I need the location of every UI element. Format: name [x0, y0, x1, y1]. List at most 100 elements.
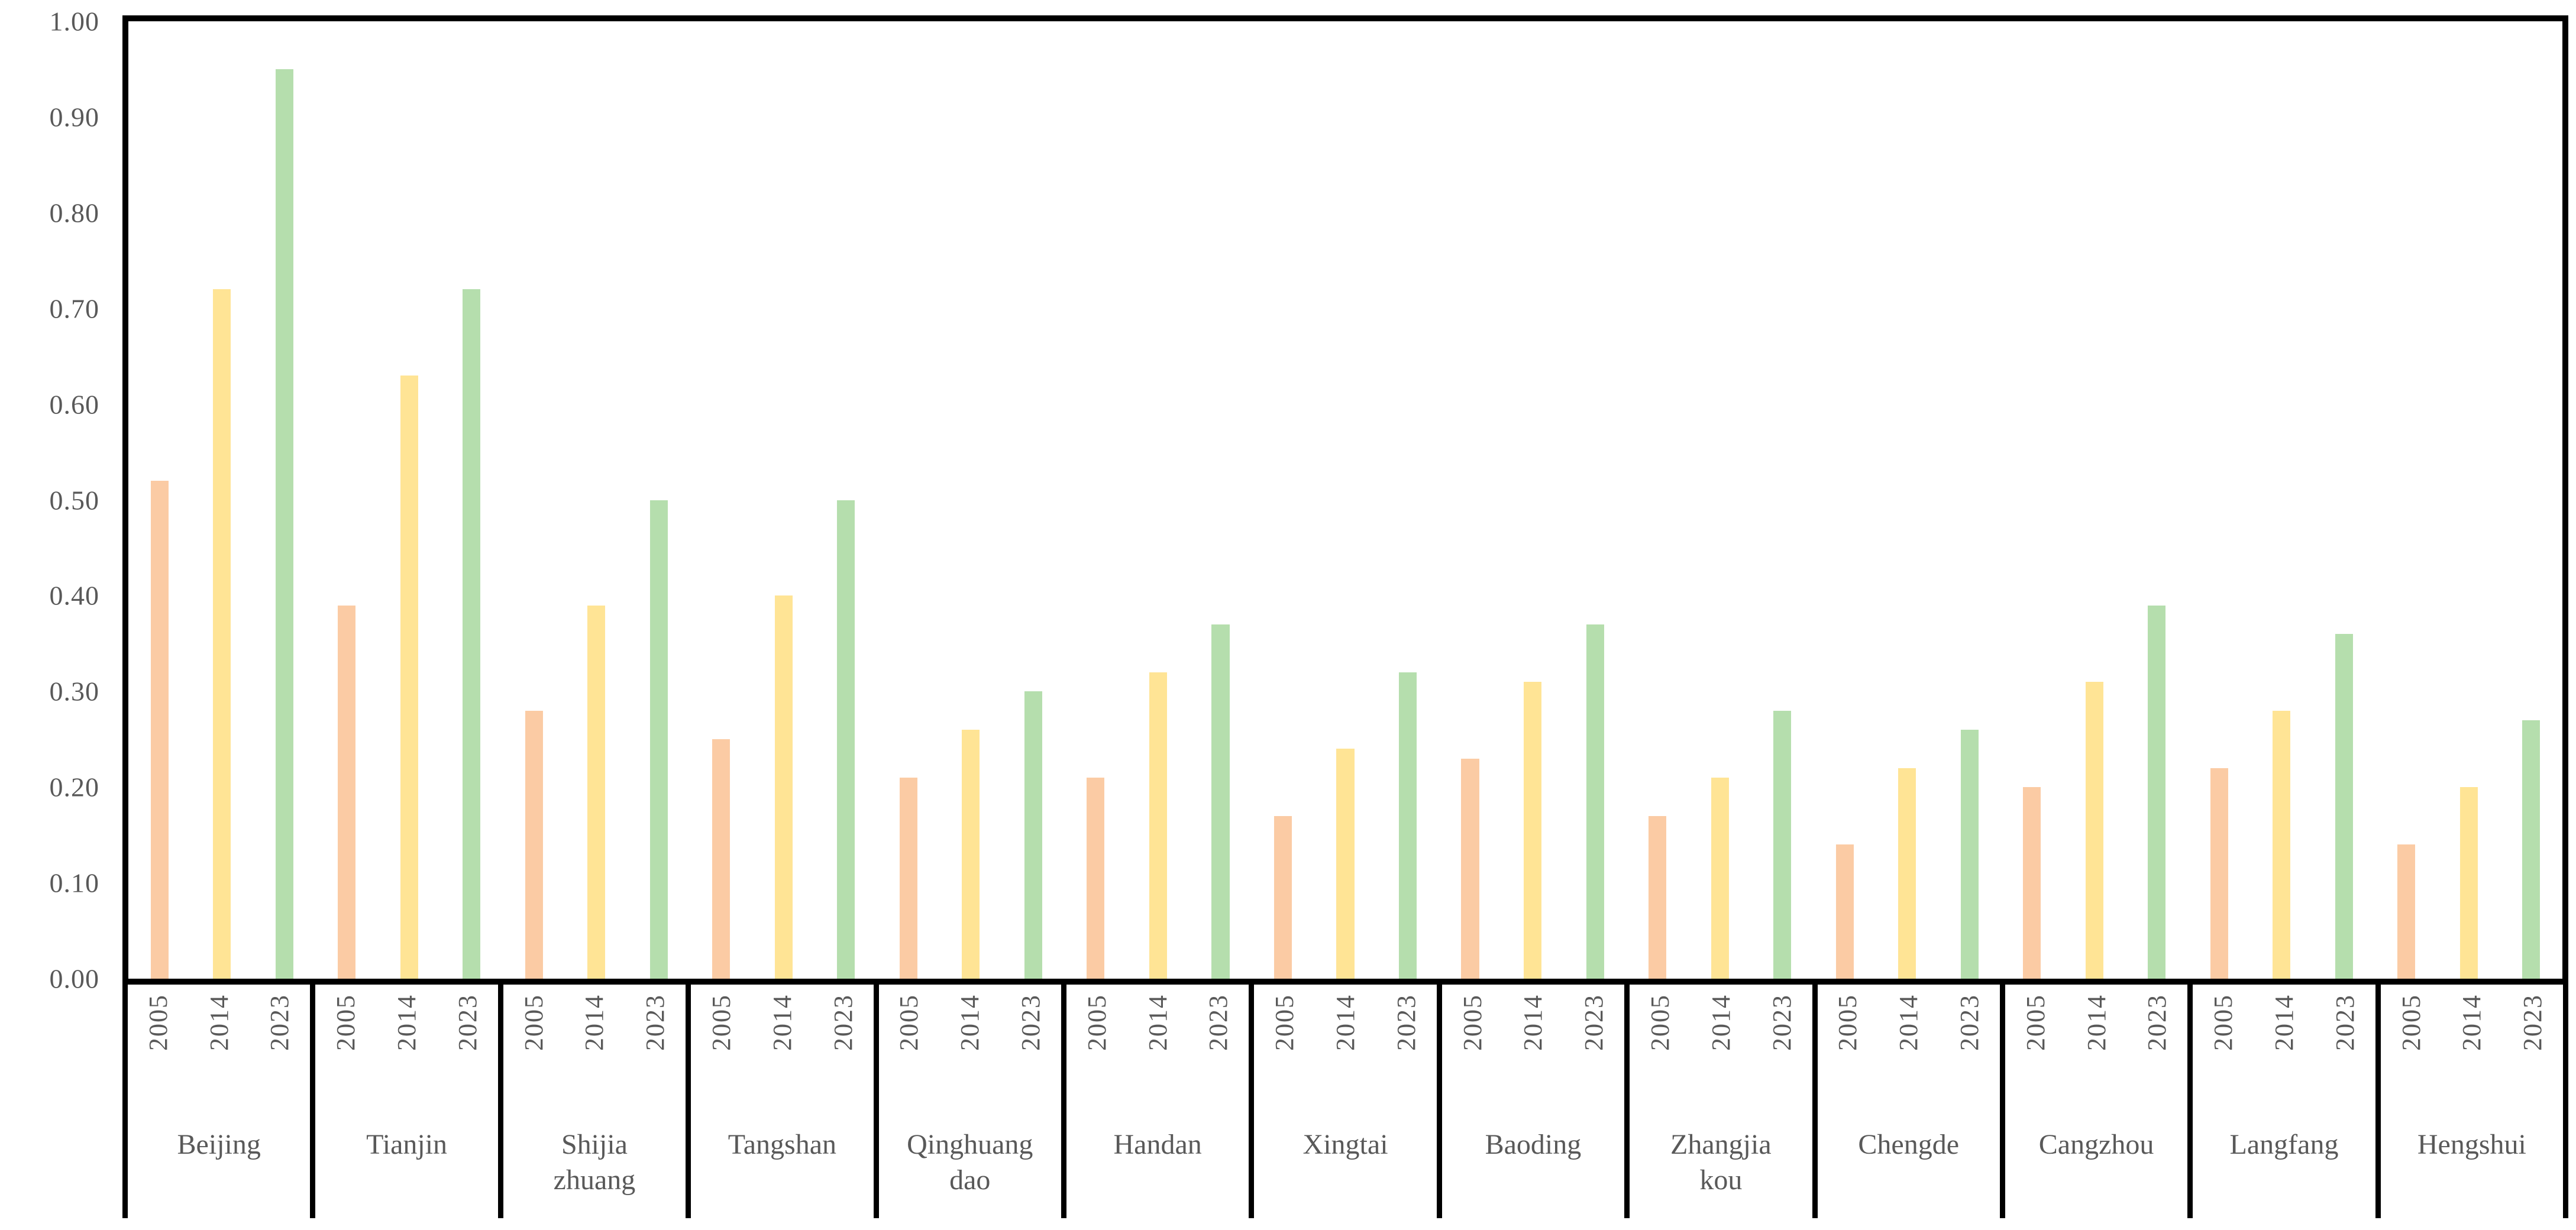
- bar-slot: [940, 21, 1003, 979]
- year-slot: 2014: [939, 994, 1000, 1051]
- bar-baoding-2023: [1586, 624, 1604, 979]
- year-tick-label: 2005: [2021, 994, 2050, 1051]
- bar-slot: [1689, 21, 1751, 979]
- bar-langfang-2005: [2210, 768, 2228, 979]
- bar-chengde-2014: [1898, 768, 1916, 979]
- year-slot: 2023: [250, 994, 311, 1051]
- year-tick-label: 2005: [894, 994, 924, 1051]
- year-tick-label: 2014: [204, 994, 234, 1051]
- year-tick-label: 2014: [2457, 994, 2487, 1051]
- city-label-tangshan: Tangshan: [728, 1129, 836, 1160]
- bar-baoding-2005: [1461, 758, 1479, 979]
- bar-slot: [1814, 21, 1876, 979]
- bar-slot: [690, 21, 753, 979]
- city-label-zhangjiakou: Zhangjia kou: [1670, 1129, 1772, 1196]
- bar-group-qinghuangdao: [877, 21, 1065, 979]
- year-tick-label: 2014: [767, 994, 797, 1051]
- year-tick-label: 2023: [1016, 994, 1046, 1051]
- bar-group-cangzhou: [2000, 21, 2188, 979]
- year-slot: 2023: [2127, 994, 2188, 1051]
- bar-zhangjiakou-2014: [1711, 778, 1729, 979]
- bar-tianjin-2005: [338, 605, 356, 979]
- category-cell-chengde: 2005 2014 2023 Chengde: [1818, 985, 2005, 1218]
- year-slot: 2014: [1315, 994, 1376, 1051]
- year-slot: 2005: [1066, 994, 1127, 1051]
- bar-cangzhou-2005: [2023, 787, 2041, 979]
- plot-area: [122, 15, 2568, 985]
- year-label-row: 2005 2014 2023: [128, 985, 310, 1124]
- y-tick-label: 1.00: [49, 6, 99, 37]
- year-tick-label: 2023: [1955, 994, 1984, 1051]
- bar-tangshan-2023: [837, 500, 855, 979]
- bar-slot: [1002, 21, 1065, 979]
- year-slot: 2005: [1630, 994, 1691, 1051]
- category-cell-beijing: 2005 2014 2023 Beijing: [128, 985, 316, 1218]
- year-label-row: 2005 2014 2023: [315, 985, 497, 1124]
- year-slot: 2023: [2502, 994, 2563, 1051]
- bar-slot: [815, 21, 878, 979]
- city-label-handan: Handan: [1113, 1129, 1202, 1160]
- bar-beijing-2014: [213, 289, 231, 979]
- year-slot: 2023: [1563, 994, 1624, 1051]
- bar-group-tianjin: [316, 21, 503, 979]
- year-slot: 2005: [1442, 994, 1503, 1051]
- category-cell-tangshan: 2005 2014 2023 Tangshan: [691, 985, 879, 1218]
- year-tick-label: 2023: [1204, 994, 1233, 1051]
- year-tick-label: 2014: [1143, 994, 1172, 1051]
- year-tick-label: 2005: [1646, 994, 1675, 1051]
- category-cell-baoding: 2005 2014 2023 Baoding: [1442, 985, 1630, 1218]
- bar-group-xingtai: [1252, 21, 1439, 979]
- bar-slot: [1439, 21, 1502, 979]
- year-tick-label: 2014: [955, 994, 985, 1051]
- bar-slot: [2250, 21, 2313, 979]
- year-tick-label: 2023: [2330, 994, 2360, 1051]
- city-label-tianjin: Tianjin: [366, 1129, 448, 1160]
- bar-qinghuangdao-2005: [899, 778, 917, 979]
- bar-slot: [2125, 21, 2188, 979]
- year-tick-label: 2023: [2142, 994, 2172, 1051]
- city-label-beijing: Beijing: [177, 1129, 261, 1160]
- city-label-hengshui: Hengshui: [2417, 1129, 2526, 1160]
- category-cell-shijiazhuang: 2005 2014 2023 Shijia zhuang: [503, 985, 691, 1218]
- bar-tianjin-2014: [400, 376, 418, 979]
- year-tick-label: 2005: [1082, 994, 1111, 1051]
- year-slot: 2005: [2005, 994, 2066, 1051]
- year-label-row: 2005 2014 2023: [2193, 985, 2375, 1124]
- bar-slot: [2188, 21, 2251, 979]
- year-label-row: 2005 2014 2023: [2381, 985, 2563, 1124]
- bar-handan-2023: [1211, 624, 1230, 979]
- year-label-row: 2005 2014 2023: [1630, 985, 1812, 1124]
- year-label-row: 2005 2014 2023: [1818, 985, 2000, 1124]
- year-tick-label: 2005: [1833, 994, 1863, 1051]
- bar-shijiazhuang-2005: [525, 710, 543, 979]
- bar-qinghuangdao-2023: [1024, 691, 1042, 979]
- year-tick-label: 2014: [1894, 994, 1924, 1051]
- year-slot: 2005: [691, 994, 752, 1051]
- bar-group-chengde: [1814, 21, 2001, 979]
- year-slot: 2023: [1939, 994, 2000, 1051]
- bar-slot: [378, 21, 441, 979]
- year-slot: 2023: [437, 994, 498, 1051]
- year-slot: 2023: [1188, 994, 1249, 1051]
- city-label-cangzhou: Cangzhou: [2038, 1129, 2154, 1160]
- year-tick-label: 2005: [707, 994, 736, 1051]
- year-tick-label: 2014: [580, 994, 609, 1051]
- bar-slot: [565, 21, 628, 979]
- year-slot: 2014: [752, 994, 813, 1051]
- bar-shijiazhuang-2014: [587, 605, 606, 979]
- city-label-langfang: Langfang: [2229, 1129, 2339, 1160]
- year-label-row: 2005 2014 2023: [691, 985, 873, 1124]
- bar-xingtai-2023: [1398, 672, 1417, 979]
- y-tick-label: 0.10: [49, 868, 99, 898]
- bar-group-hengshui: [2375, 21, 2562, 979]
- bar-hengshui-2014: [2459, 787, 2478, 979]
- bar-zhangjiakou-2023: [1773, 710, 1792, 979]
- bar-group-langfang: [2188, 21, 2375, 979]
- bar-group-shijiazhuang: [503, 21, 690, 979]
- year-tick-label: 2023: [453, 994, 482, 1051]
- bar-tangshan-2005: [712, 739, 731, 979]
- bar-zhangjiakou-2005: [1648, 815, 1667, 979]
- year-slot: 2005: [1818, 994, 1879, 1051]
- bar-slot: [128, 21, 191, 979]
- year-tick-label: 2014: [392, 994, 422, 1051]
